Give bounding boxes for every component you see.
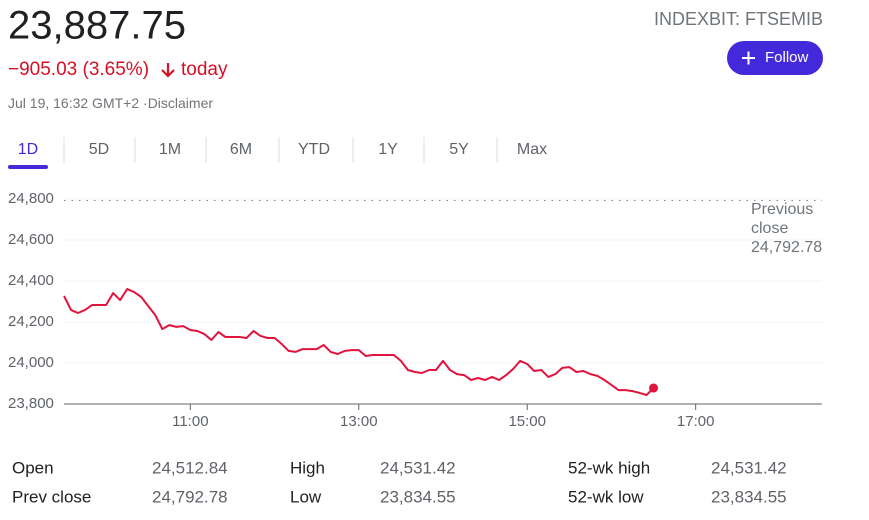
- stat-label: 52-wk low: [568, 487, 644, 506]
- tab[interactable]: YTD: [298, 141, 330, 158]
- y-tick-label: 24,800: [8, 190, 54, 207]
- tab-label: 1D: [18, 141, 38, 158]
- stat-label: Prev close: [12, 487, 91, 506]
- price: 23,887.75: [8, 4, 186, 48]
- x-tick-label: 13:00: [340, 413, 378, 430]
- y-tick-label: 24,200: [8, 313, 54, 330]
- stat-label: Low: [290, 487, 322, 506]
- change: −905.03 (3.65%): [8, 59, 149, 80]
- tab-underline: [8, 165, 48, 169]
- price-line: [63, 288, 655, 396]
- stats: Open 24,512.84 High 24,531.42 52-wk high 24,5…: [12, 458, 787, 506]
- previous-close-title: Previous close: [751, 201, 814, 237]
- stat-value: 23,834.55: [380, 487, 456, 506]
- down-arrow: [161, 63, 175, 78]
- tab[interactable]: 5Y: [449, 141, 469, 158]
- tab-label: 6M: [230, 141, 252, 158]
- tab-label: 1Y: [378, 141, 398, 158]
- x-tick-label: 15:00: [508, 413, 546, 430]
- follow-button[interactable]: Follow: [727, 41, 823, 75]
- stat-label: High: [290, 458, 325, 477]
- tab[interactable]: Max: [517, 141, 547, 158]
- follow-bg: [727, 41, 823, 75]
- time: Jul 19, 16:32 GMT+2 ·: [8, 95, 148, 111]
- previous-close-value: 24,792.78: [751, 239, 823, 256]
- ticker: INDEXBIT: FTSEMIB: [654, 9, 823, 29]
- tabs: 1D 5D 1M 6M YTD 1Y 5Y Max: [8, 137, 547, 169]
- x-tick-label: 11:00: [172, 413, 208, 430]
- y-tick-label: 23,800: [8, 395, 54, 412]
- tab-label: 5D: [89, 141, 109, 158]
- stat-value: 24,531.42: [711, 458, 787, 477]
- disclaimer[interactable]: Disclaimer: [148, 95, 214, 111]
- tab-label: 1M: [159, 141, 181, 158]
- stat-value: 23,834.55: [711, 487, 787, 506]
- y-tick-label: 24,400: [8, 272, 54, 289]
- tab-label: Max: [517, 141, 547, 158]
- change-value: −905.03 (3.65%): [8, 59, 149, 80]
- stat-label: Open: [12, 458, 54, 477]
- tab[interactable]: 1Y: [378, 141, 398, 158]
- tab[interactable]: 6M: [230, 141, 252, 158]
- period: today: [181, 59, 228, 80]
- y-tick-label: 24,600: [8, 231, 54, 248]
- tab[interactable]: 1D: [8, 141, 48, 169]
- plus-icon: [742, 51, 755, 65]
- x-tick-label: 17:00: [677, 413, 715, 430]
- stat-value: 24,512.84: [152, 458, 228, 477]
- tab[interactable]: 5D: [89, 141, 109, 158]
- chart: 23,800 24,000 24,200 24,400 24,600 24,800 11:0…: [8, 190, 822, 430]
- tab[interactable]: 1M: [159, 141, 181, 158]
- previous-close-annotation: Previous close 24,792.78: [751, 200, 831, 257]
- tab-label: YTD: [298, 141, 330, 158]
- stat-value: 24,792.78: [152, 487, 228, 506]
- follow-label: Follow: [765, 49, 809, 66]
- timestamp: Jul 19, 16:32 GMT+2 ·Disclaimer: [8, 95, 213, 111]
- y-tick-label: 24,000: [8, 354, 54, 371]
- stat-value: 24,531.42: [380, 458, 456, 477]
- stat-label: 52-wk high: [568, 458, 650, 477]
- last-point: [649, 383, 659, 393]
- tab-label: 5Y: [449, 141, 469, 158]
